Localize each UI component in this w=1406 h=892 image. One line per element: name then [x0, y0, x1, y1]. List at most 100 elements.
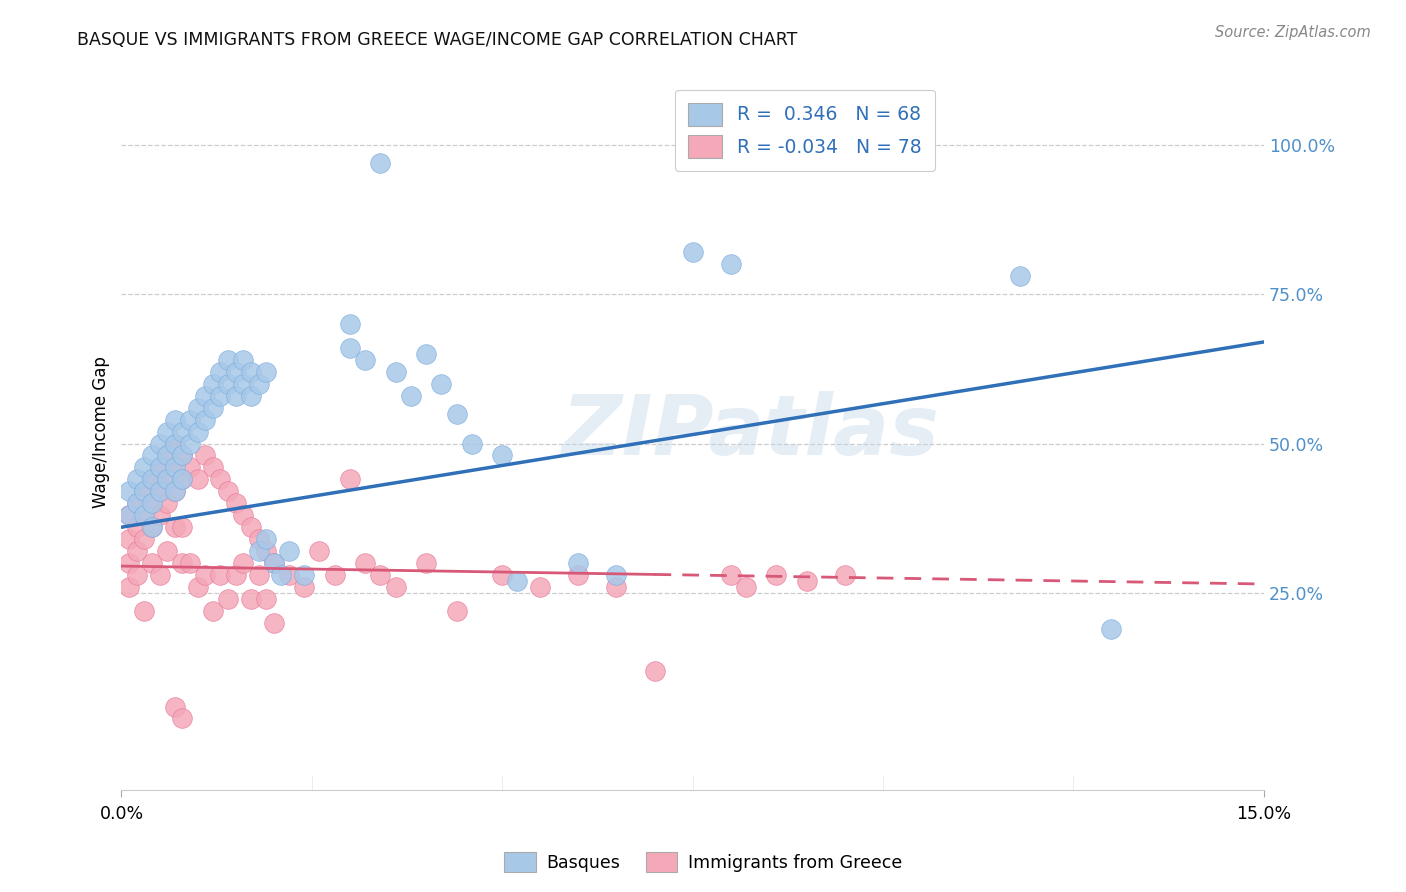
Text: ZIPatlas: ZIPatlas	[561, 391, 939, 472]
Point	[399, 389, 422, 403]
Point	[217, 352, 239, 367]
Point	[201, 376, 224, 391]
Point	[194, 389, 217, 403]
Point	[239, 591, 262, 606]
Point	[172, 449, 194, 463]
Point	[491, 449, 513, 463]
Point	[118, 484, 141, 499]
Point	[187, 472, 209, 486]
Point	[148, 436, 170, 450]
Point	[172, 520, 194, 534]
Point	[247, 544, 270, 558]
Point	[148, 484, 170, 499]
Point	[506, 574, 529, 588]
Point	[163, 460, 186, 475]
Point	[239, 389, 262, 403]
Point	[172, 425, 194, 439]
Point	[125, 496, 148, 510]
Point	[263, 556, 285, 570]
Point	[179, 556, 201, 570]
Point	[141, 496, 163, 510]
Point	[1101, 622, 1123, 636]
Text: BASQUE VS IMMIGRANTS FROM GREECE WAGE/INCOME GAP CORRELATION CHART: BASQUE VS IMMIGRANTS FROM GREECE WAGE/IN…	[77, 31, 797, 49]
Point	[179, 412, 201, 426]
Point	[187, 401, 209, 415]
Point	[354, 352, 377, 367]
Point	[247, 568, 270, 582]
Point	[384, 365, 406, 379]
Point	[270, 568, 292, 582]
Point	[232, 556, 254, 570]
Point	[141, 449, 163, 463]
Point	[339, 317, 361, 331]
Point	[232, 376, 254, 391]
Point	[187, 425, 209, 439]
Point	[156, 472, 179, 486]
Point	[172, 711, 194, 725]
Point	[194, 412, 217, 426]
Point	[354, 556, 377, 570]
Legend: Basques, Immigrants from Greece: Basques, Immigrants from Greece	[498, 845, 908, 879]
Point	[156, 544, 179, 558]
Point	[194, 449, 217, 463]
Point	[172, 472, 194, 486]
Point	[1010, 269, 1032, 284]
Point	[148, 508, 170, 523]
Point	[163, 484, 186, 499]
Point	[125, 496, 148, 510]
Point	[491, 568, 513, 582]
Point	[254, 591, 277, 606]
Point	[278, 544, 301, 558]
Y-axis label: Wage/Income Gap: Wage/Income Gap	[93, 356, 110, 508]
Point	[209, 568, 232, 582]
Point	[156, 449, 179, 463]
Point	[163, 412, 186, 426]
Point	[682, 245, 704, 260]
Point	[308, 544, 330, 558]
Point	[118, 580, 141, 594]
Point	[134, 532, 156, 546]
Point	[225, 568, 247, 582]
Point	[254, 365, 277, 379]
Point	[446, 604, 468, 618]
Point	[644, 664, 666, 678]
Point	[370, 568, 392, 582]
Point	[187, 580, 209, 594]
Point	[156, 496, 179, 510]
Point	[163, 520, 186, 534]
Point	[118, 508, 141, 523]
Point	[125, 472, 148, 486]
Point	[172, 556, 194, 570]
Point	[765, 568, 787, 582]
Point	[118, 556, 141, 570]
Point	[232, 352, 254, 367]
Point	[209, 365, 232, 379]
Point	[141, 472, 163, 486]
Point	[217, 376, 239, 391]
Text: Source: ZipAtlas.com: Source: ZipAtlas.com	[1215, 25, 1371, 40]
Point	[567, 556, 589, 570]
Point	[172, 449, 194, 463]
Point	[118, 532, 141, 546]
Point	[163, 460, 186, 475]
Point	[292, 580, 315, 594]
Point	[292, 568, 315, 582]
Point	[384, 580, 406, 594]
Point	[415, 347, 437, 361]
Point	[141, 556, 163, 570]
Point	[339, 472, 361, 486]
Point	[134, 508, 156, 523]
Point	[156, 472, 179, 486]
Point	[834, 568, 856, 582]
Point	[134, 604, 156, 618]
Point	[163, 699, 186, 714]
Point	[179, 460, 201, 475]
Point	[201, 604, 224, 618]
Point	[370, 155, 392, 169]
Point	[217, 484, 239, 499]
Point	[254, 532, 277, 546]
Point	[141, 520, 163, 534]
Point	[134, 484, 156, 499]
Point	[446, 407, 468, 421]
Point	[339, 341, 361, 355]
